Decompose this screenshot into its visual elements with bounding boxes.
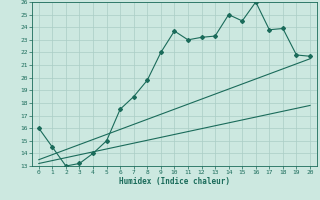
X-axis label: Humidex (Indice chaleur): Humidex (Indice chaleur)	[119, 177, 230, 186]
